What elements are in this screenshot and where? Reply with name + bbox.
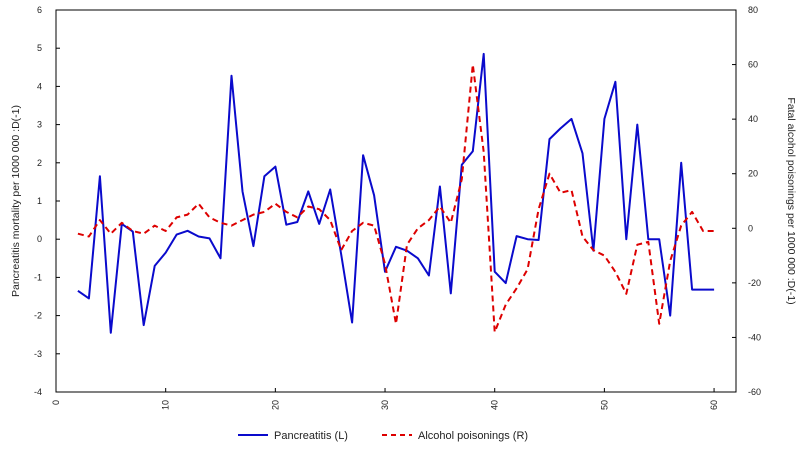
x-tick-label: 40 [490,400,500,410]
left-tick-label: 3 [37,120,42,130]
x-tick-label: 60 [709,400,719,410]
x-tick-label: 0 [51,400,61,405]
left-tick-label: 4 [37,81,42,91]
x-tick-label: 50 [599,400,609,410]
series-lines [77,52,715,334]
x-tick-label: 20 [270,400,280,410]
right-tick-label: 40 [748,114,758,124]
left-tick-label: -3 [34,349,42,359]
left-tick-label: 6 [37,5,42,15]
right-tick-label: 60 [748,60,758,70]
left-tick-label: 2 [37,158,42,168]
left-tick-label: -4 [34,387,42,397]
x-tick-label: 10 [161,400,171,410]
left-tick-label: -2 [34,311,42,321]
left-tick-label: -1 [34,272,42,282]
right-tick-label: 20 [748,169,758,179]
x-tick-label: 30 [380,400,390,410]
plot-frame [55,9,737,393]
right-tick-label: 80 [748,5,758,15]
left-tick-label: 0 [37,234,42,244]
pancreatitis-line [77,52,715,334]
x-axis-ticks: 0 10 20 30 40 50 60 [51,388,719,410]
legend-label-pancreatitis: Pancreatitis (L) [274,430,348,442]
left-axis-ticks: -4 -3 -2 -1 0 1 2 3 4 5 6 [34,5,60,397]
right-tick-label: -20 [748,278,761,288]
legend: Pancreatitis (L) Alcohol poisonings (R) [238,430,528,442]
right-tick-label: 0 [748,223,753,233]
right-tick-label: -60 [748,387,761,397]
right-axis-title: Fatal alcohol poisonings per 1000 000 :D… [785,97,797,304]
left-tick-label: 5 [37,43,42,53]
legend-label-alcohol: Alcohol poisonings (R) [418,430,528,442]
left-tick-label: 1 [37,196,42,206]
right-tick-label: -40 [748,332,761,342]
left-axis-title: Pancreatitis mortality per 1000 000 :D(-… [10,105,22,297]
alcohol-poisonings-line [77,63,715,333]
right-axis-ticks: -60 -40 -20 0 20 40 60 80 [732,5,761,397]
